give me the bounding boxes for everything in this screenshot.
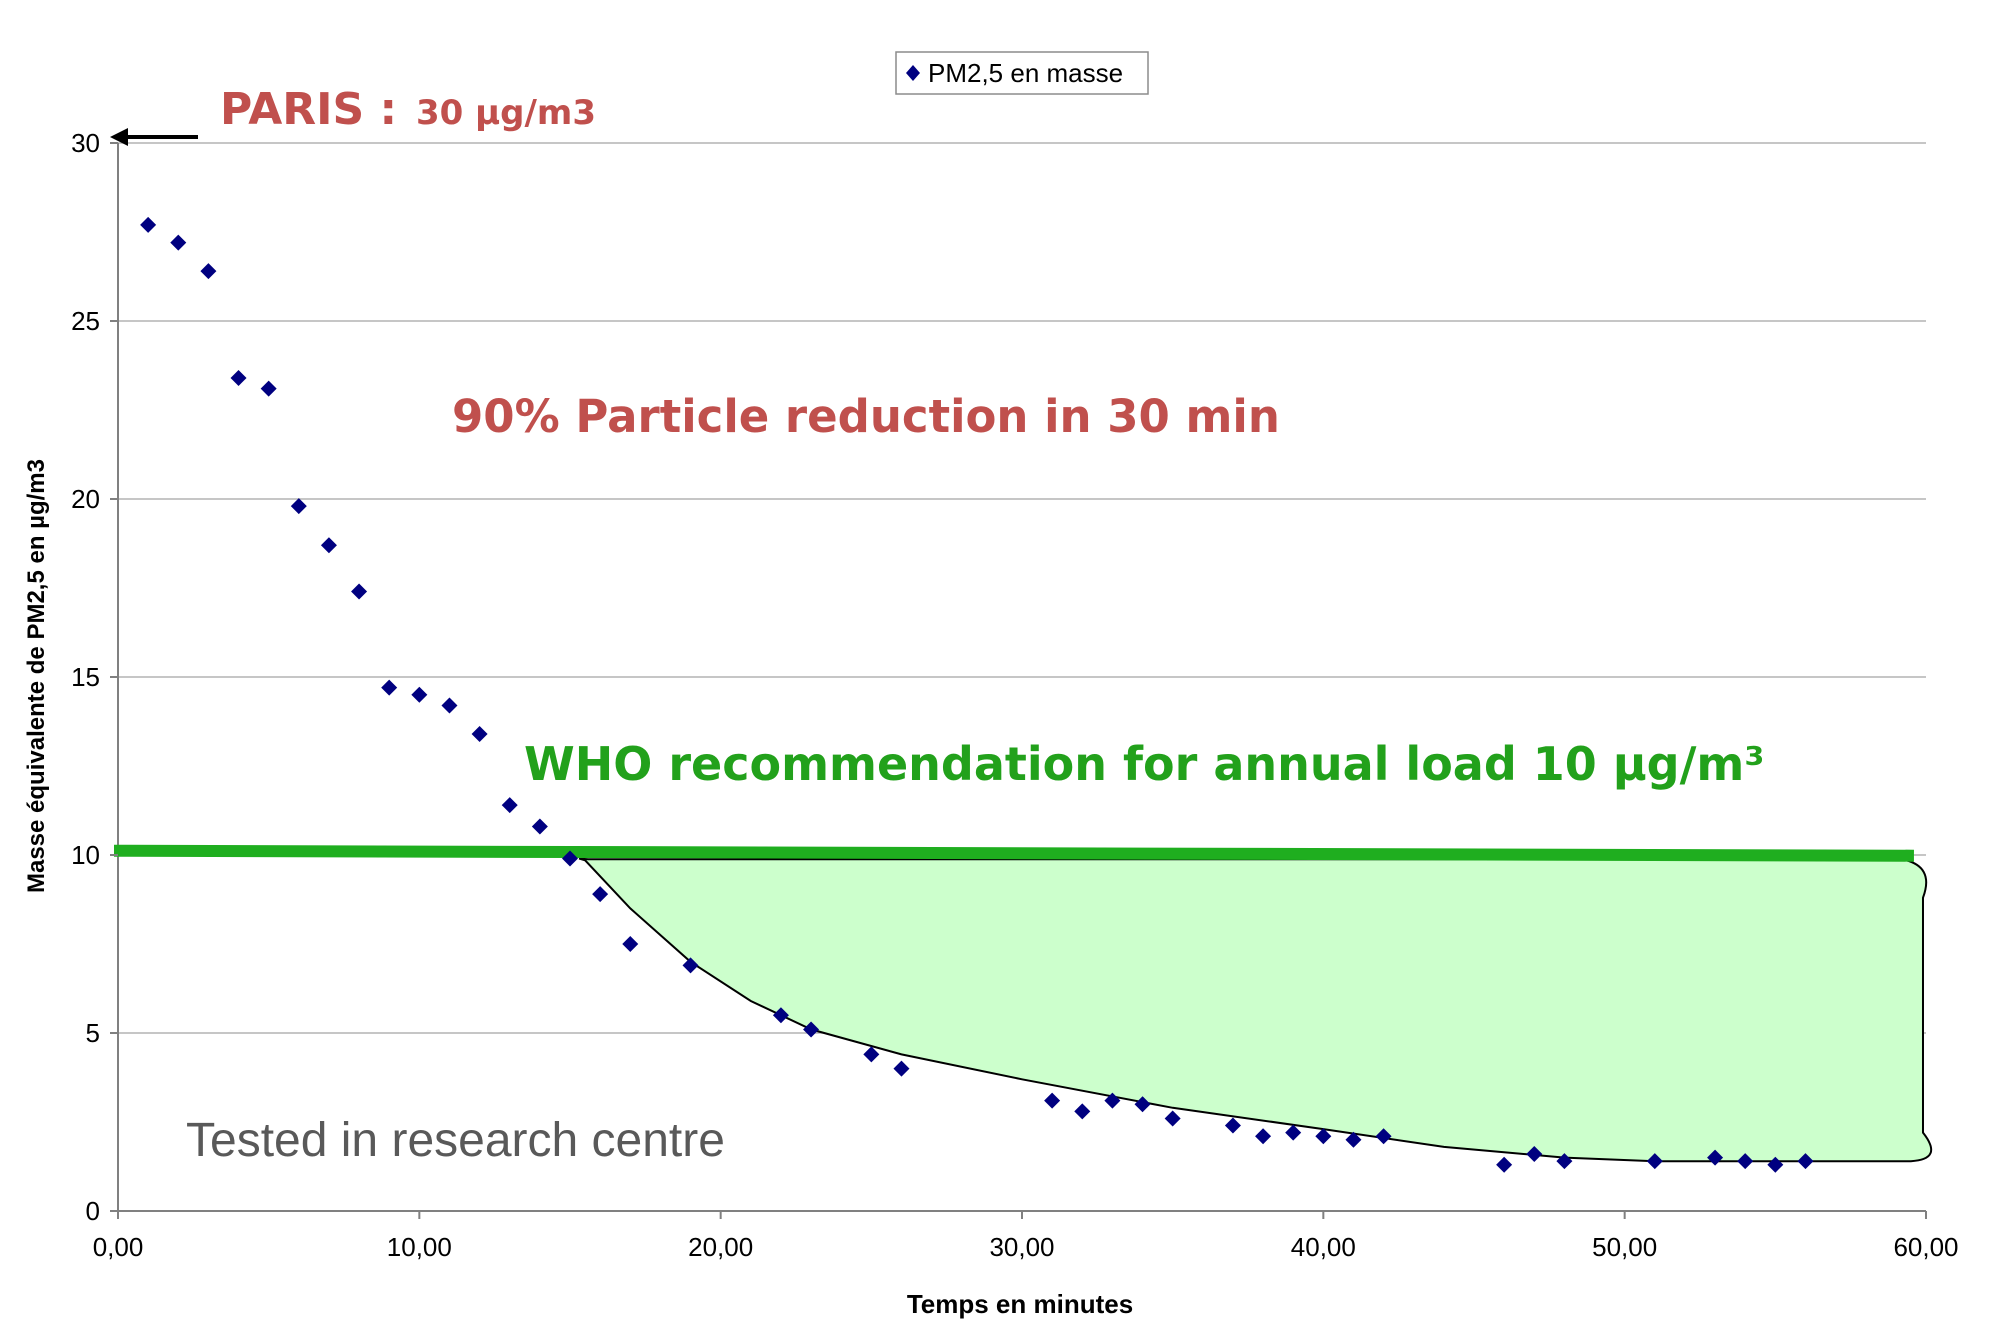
data-points <box>140 216 1814 1173</box>
paris-annotation: PARIS : 30 µg/m3 <box>110 84 596 146</box>
highlight-area <box>578 857 1933 1163</box>
data-point <box>1737 1153 1754 1170</box>
data-point <box>1375 1128 1392 1145</box>
data-point <box>1767 1156 1784 1173</box>
y-axis-title: Masse équivalente de PM2,5 en µg/m3 <box>23 459 50 893</box>
data-point <box>1044 1092 1061 1109</box>
data-point <box>381 679 398 696</box>
x-tick-label: 20,00 <box>688 1232 753 1262</box>
data-point <box>320 537 337 554</box>
data-point <box>441 697 458 714</box>
data-point <box>1074 1103 1091 1120</box>
data-point <box>260 380 277 397</box>
y-tick-label: 5 <box>86 1018 100 1048</box>
tested-annotation: Tested in research centre <box>186 1114 725 1167</box>
legend-box <box>895 51 1149 95</box>
data-point <box>1526 1146 1543 1163</box>
data-point <box>1496 1156 1513 1173</box>
x-tick-label: 40,00 <box>1291 1232 1356 1262</box>
legend-diamond-marker <box>906 65 920 81</box>
paris-value: 30 µg/m3 <box>416 93 596 133</box>
data-point <box>803 1021 820 1038</box>
data-point <box>1285 1124 1302 1141</box>
x-tick-labels: 0,00 10,00 20,00 30,00 40,00 50,00 60,00 <box>93 1211 1959 1262</box>
y-tick-label: 15 <box>71 662 100 692</box>
x-tick-label: 50,00 <box>1592 1232 1657 1262</box>
data-point <box>501 797 518 814</box>
y-tick-label: 10 <box>71 840 100 870</box>
data-point <box>1345 1131 1362 1148</box>
who-reference-line <box>113 844 1914 862</box>
data-point <box>1707 1149 1724 1166</box>
data-point <box>622 936 639 952</box>
y-tick-label: 30 <box>71 128 100 158</box>
paris-label: PARIS : <box>220 84 397 135</box>
data-point <box>411 686 428 703</box>
data-point <box>863 1046 880 1063</box>
data-point <box>1255 1128 1272 1145</box>
data-point <box>471 725 488 742</box>
legend: PM2,5 en masse <box>895 51 1149 95</box>
data-point <box>1797 1153 1814 1170</box>
x-tick-label: 0,00 <box>93 1232 144 1262</box>
x-tick-label: 30,00 <box>989 1232 1054 1262</box>
data-point <box>200 263 217 280</box>
data-point <box>592 886 609 903</box>
data-point <box>562 850 578 867</box>
data-point <box>230 369 247 386</box>
data-point <box>1134 1096 1151 1113</box>
data-point <box>1164 1110 1181 1127</box>
data-point <box>1224 1117 1241 1134</box>
data-point <box>1315 1128 1332 1145</box>
data-point <box>170 234 187 251</box>
y-tick-label: 20 <box>71 484 100 514</box>
data-point <box>290 498 307 515</box>
legend-label: PM2,5 en masse <box>928 58 1123 88</box>
data-point <box>351 583 368 600</box>
x-axis-title: Temps en minutes <box>907 1289 1133 1319</box>
y-tick-labels: 0 5 10 15 20 25 30 <box>71 128 118 1226</box>
data-point <box>140 216 157 233</box>
data-point <box>893 1060 910 1077</box>
y-tick-label: 25 <box>71 306 100 336</box>
who-annotation: WHO recommendation for annual load 10 µg… <box>524 737 1764 791</box>
x-tick-label: 60,00 <box>1893 1232 1958 1262</box>
arrow-left-icon <box>110 128 128 146</box>
data-point <box>772 1007 789 1024</box>
data-point <box>1646 1153 1663 1170</box>
reduction-annotation: 90% Particle reduction in 30 min <box>452 390 1280 443</box>
y-tick-label: 0 <box>86 1196 100 1226</box>
data-point <box>682 957 699 974</box>
x-tick-label: 10,00 <box>387 1232 452 1262</box>
data-point <box>531 818 548 835</box>
data-point <box>1556 1153 1573 1170</box>
data-point <box>1104 1092 1121 1109</box>
